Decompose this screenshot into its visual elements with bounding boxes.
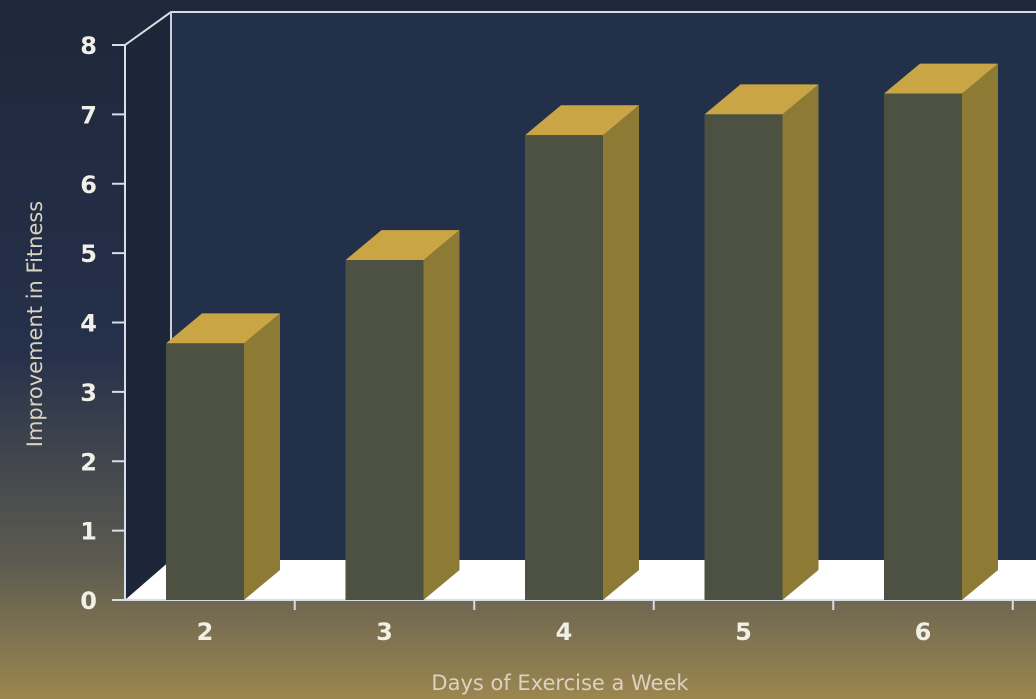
bar-front [884,93,962,600]
y-tick-label: 5 [80,240,97,268]
bar-side [603,105,639,600]
x-tick-label: 3 [376,618,393,646]
bars [166,63,998,600]
y-tick-label: 0 [80,587,97,615]
x-tick-label: 6 [915,618,932,646]
bar-top [704,84,819,115]
bar-4 [525,105,639,600]
x-tick-label: 4 [556,618,573,646]
x-tick-label: 5 [735,618,752,646]
x-axis-title: Days of Exercise a Week [431,671,689,695]
bar-top [166,313,280,344]
y-tick-label: 3 [80,379,97,407]
bar-top [525,105,639,136]
bar-5 [704,84,819,600]
x-axis-ticks: 2 3 4 5 6 [197,600,1014,646]
plot-side-panel [125,12,171,600]
bar-front [525,135,603,600]
bar-3 [345,230,460,600]
bar-2 [166,313,280,600]
bar-6 [884,63,998,600]
y-tick-label: 1 [80,518,97,546]
bar-front [345,260,424,600]
y-tick-label: 2 [80,448,97,476]
y-tick-label: 8 [80,32,97,60]
bar-side [244,313,280,600]
bar-side [962,63,998,600]
bar-front [166,343,244,600]
y-tick-label: 7 [80,101,97,129]
bar-side [423,230,460,600]
y-tick-label: 4 [80,310,97,338]
y-tick-label: 6 [80,171,97,199]
bar-top [345,230,460,261]
bar-side [782,84,819,600]
y-axis-ticks: 0 1 2 3 4 5 6 7 8 [80,32,125,615]
bar-front [704,114,783,600]
y-axis-title: Improvement in Fitness [23,201,47,448]
bar-top [884,63,998,94]
x-tick-label: 2 [197,618,214,646]
